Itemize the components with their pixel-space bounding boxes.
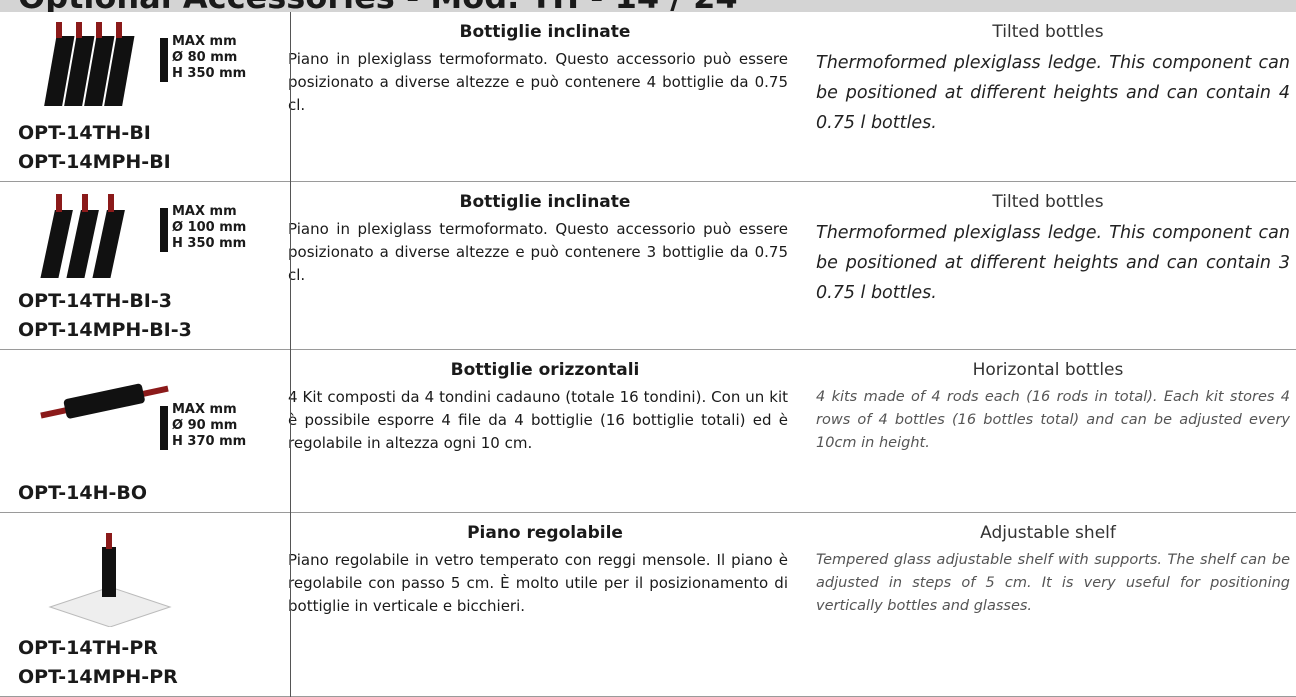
title-it: Bottiglie inclinate: [459, 192, 631, 212]
table-row: MAX mm Ø 80 mm H 350 mm OPT-14TH-BI OPT-14MP…: [0, 12, 1296, 182]
header: Optional Accessories - Mod. TH - 14 / 24: [0, 0, 1296, 12]
spec-line: MAX mm: [172, 204, 237, 219]
text-en: Thermoformed plexiglass ledge. This comp…: [816, 53, 1290, 133]
product-code: OPT-14MPH-BI: [18, 151, 171, 173]
product-image: [20, 517, 280, 628]
text-en: Thermoformed plexiglass ledge. This comp…: [816, 223, 1290, 303]
spec-line: H 350 mm: [172, 236, 247, 251]
text-it: Piano regolabile in vetro temperato con …: [288, 551, 788, 615]
spec-line: H 370 mm: [172, 434, 247, 449]
product-codes: OPT-14H-BO: [18, 479, 147, 508]
title-en: Tilted bottles: [992, 192, 1104, 212]
product-drawing: [40, 383, 169, 450]
product-image: MAX mm Ø 100 mm H 350 mm: [20, 186, 280, 286]
title-it: Piano regolabile: [467, 523, 623, 543]
spec-line: Ø 80 mm: [172, 50, 238, 65]
title-en: Adjustable shelf: [980, 523, 1116, 543]
spec-box: MAX mm Ø 100 mm H 350 mm: [172, 204, 246, 252]
spec-line: Ø 90 mm: [172, 418, 238, 433]
product-codes: OPT-14TH-PR OPT-14MPH-PR: [18, 634, 178, 692]
title-en: Horizontal bottles: [972, 360, 1124, 380]
title-en: Tilted bottles: [992, 22, 1104, 42]
text-it: Piano in plexiglass termoformato. Questo…: [288, 220, 788, 284]
product-code: OPT-14MPH-BI-3: [18, 319, 192, 341]
spec-line: Ø 100 mm: [172, 220, 247, 235]
product-code: OPT-14TH-BI-3: [18, 290, 172, 312]
product-drawing: [40, 194, 168, 278]
product-code: OPT-14TH-BI: [18, 122, 151, 144]
spec-box: MAX mm Ø 80 mm H 350 mm: [172, 34, 246, 82]
text-en: 4 kits made of 4 rods each (16 rods in t…: [816, 389, 1290, 451]
table-row: OPT-14TH-PR OPT-14MPH-PR Piano regolabile P…: [0, 513, 1296, 697]
table-row: MAX mm Ø 100 mm H 350 mm OPT-14TH-BI-3 OPT-1…: [0, 182, 1296, 350]
text-it: Piano in plexiglass termoformato. Questo…: [288, 50, 788, 114]
spec-line: MAX mm: [172, 34, 237, 49]
product-code: OPT-14TH-PR: [18, 637, 158, 659]
product-codes: OPT-14TH-BI-3 OPT-14MPH-BI-3: [18, 287, 192, 345]
title-it: Bottiglie inclinate: [459, 22, 631, 42]
title-it: Bottiglie orizzontali: [450, 360, 640, 380]
text-en: Tempered glass adjustable shelf with sup…: [816, 552, 1290, 614]
product-code: OPT-14MPH-PR: [18, 666, 178, 688]
spec-line: MAX mm: [172, 402, 237, 417]
product-image: MAX mm Ø 90 mm H 370 mm: [20, 354, 280, 454]
text-it: 4 Kit composti da 4 tondini cadauno (tot…: [288, 388, 788, 452]
product-code: OPT-14H-BO: [18, 482, 147, 504]
table-row: MAX mm Ø 90 mm H 370 mm OPT-14H-BO Bottiglie…: [0, 350, 1296, 513]
header-title: Optional Accessories - Mod. TH - 14 / 24: [18, 0, 738, 12]
product-codes: OPT-14TH-BI OPT-14MPH-BI: [18, 119, 171, 177]
spec-line: H 350 mm: [172, 66, 247, 81]
column-divider: [290, 12, 291, 697]
spec-box: MAX mm Ø 90 mm H 370 mm: [172, 402, 246, 450]
product-drawing: [48, 533, 172, 628]
product-drawing: [44, 22, 168, 106]
product-image: MAX mm Ø 80 mm H 350 mm: [20, 16, 280, 116]
